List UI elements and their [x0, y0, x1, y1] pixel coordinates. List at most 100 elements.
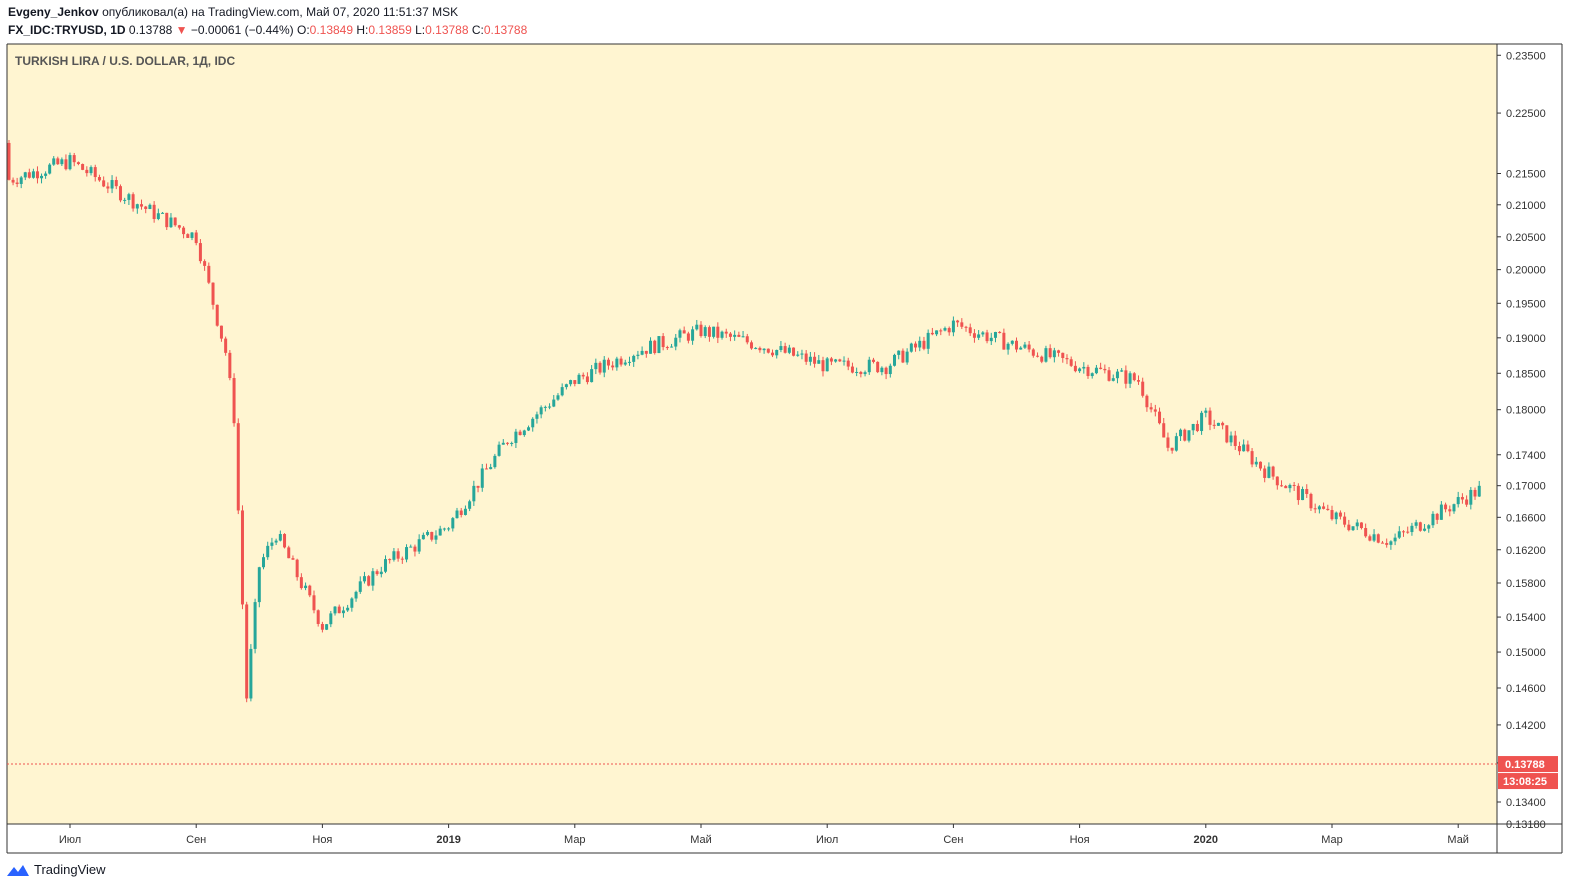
candle-body [724, 331, 728, 334]
last-price-badge [1498, 756, 1558, 773]
candle-body [1435, 513, 1439, 520]
candle-body [468, 501, 472, 509]
candle-body [442, 528, 446, 530]
candle-body [384, 559, 387, 572]
candle-body [35, 171, 39, 179]
y-tick-label: 0.19500 [1506, 298, 1546, 310]
candle-series [7, 139, 1481, 703]
candle-body [93, 167, 97, 178]
candle-body [560, 387, 564, 396]
x-tick-label: Сен [186, 834, 206, 846]
y-tick-label: 0.13400 [1506, 797, 1546, 809]
candle-body [615, 358, 619, 368]
plot-background [7, 44, 1497, 824]
candle-body [1296, 485, 1300, 501]
candle-body [678, 330, 682, 338]
candle-body [552, 399, 556, 407]
candle-body [291, 558, 295, 560]
candle-body [838, 359, 842, 362]
candle-body [1258, 461, 1262, 469]
author-name[interactable]: Evgeny_Jenkov [8, 5, 99, 19]
candle-body [939, 330, 943, 332]
symbol-label[interactable]: FX_IDC:TRYUSD, 1D [8, 23, 126, 37]
candle-body [792, 347, 796, 356]
tradingview-footer[interactable]: TradingView [6, 862, 106, 877]
candle-body [127, 194, 131, 200]
candle-body [1006, 343, 1010, 350]
candle-body [1204, 410, 1208, 413]
candle-body [497, 444, 501, 456]
candle-body [358, 581, 362, 592]
candle-body [665, 347, 669, 349]
candle-body [337, 606, 341, 614]
candle-body [606, 359, 610, 366]
candle-body [1044, 348, 1048, 362]
candle-body [388, 559, 392, 561]
candle-body [653, 340, 657, 354]
candle-body [329, 613, 333, 625]
candle-body [144, 206, 148, 209]
candle-body [102, 180, 106, 187]
candle-body [1280, 485, 1284, 487]
candle-body [1208, 410, 1212, 425]
candle-body [674, 337, 678, 347]
ohlc-line: FX_IDC:TRYUSD, 1D 0.13788 ▼ −0.00061 (−0… [8, 22, 527, 38]
candle-body [1027, 344, 1031, 350]
candle-body [943, 328, 947, 331]
candle-body [829, 358, 833, 362]
candle-body [501, 442, 505, 445]
candle-body [312, 595, 316, 611]
candle-body [182, 227, 186, 235]
candle-body [1132, 373, 1136, 381]
y-tick-label: 0.18500 [1506, 368, 1546, 380]
candle-body [1359, 522, 1363, 529]
candle-body [1094, 367, 1098, 374]
candle-body [438, 528, 442, 536]
candle-body [1465, 499, 1469, 505]
candle-body [766, 348, 770, 353]
candle-body [1031, 349, 1035, 356]
candle-body [989, 337, 993, 342]
candle-body [1082, 366, 1086, 369]
candle-body [1385, 543, 1389, 545]
candle-body [531, 418, 535, 428]
candle-body [140, 204, 144, 207]
candle-body [131, 194, 135, 209]
candle-body [1301, 489, 1305, 501]
candle-body [480, 468, 484, 488]
candle-body [1069, 359, 1073, 366]
x-tick-label: 2019 [436, 834, 460, 846]
candle-body [1351, 526, 1355, 531]
candle-body [76, 162, 80, 165]
candle-body [232, 378, 236, 424]
tradingview-logo-icon [7, 864, 29, 876]
candle-body [1048, 348, 1052, 358]
candle-body [1065, 358, 1069, 360]
y-tick-label: 0.15800 [1506, 578, 1546, 590]
candle-body [703, 327, 707, 337]
candle-body [611, 365, 615, 368]
candle-body [68, 155, 72, 170]
candle-body [1153, 409, 1157, 412]
candle-body [211, 282, 215, 305]
candle-body [922, 340, 926, 349]
candle-body [619, 358, 623, 365]
countdown-label: 13:08:25 [1503, 776, 1547, 788]
candle-body [981, 332, 985, 335]
candle-body [510, 442, 514, 444]
candle-body [11, 179, 15, 183]
candle-body [1229, 435, 1233, 443]
candle-body [1061, 352, 1065, 359]
last-price: 0.13788 [128, 23, 173, 37]
candle-body [598, 362, 602, 373]
candle-body [152, 204, 156, 219]
candle-body [253, 602, 257, 649]
candle-body [245, 604, 249, 699]
candle-body [977, 334, 981, 338]
candle-body [1322, 506, 1326, 509]
candle-body [1115, 371, 1119, 379]
candle-body [707, 327, 711, 337]
candle-body [1410, 525, 1414, 533]
candle-body [1111, 378, 1115, 381]
